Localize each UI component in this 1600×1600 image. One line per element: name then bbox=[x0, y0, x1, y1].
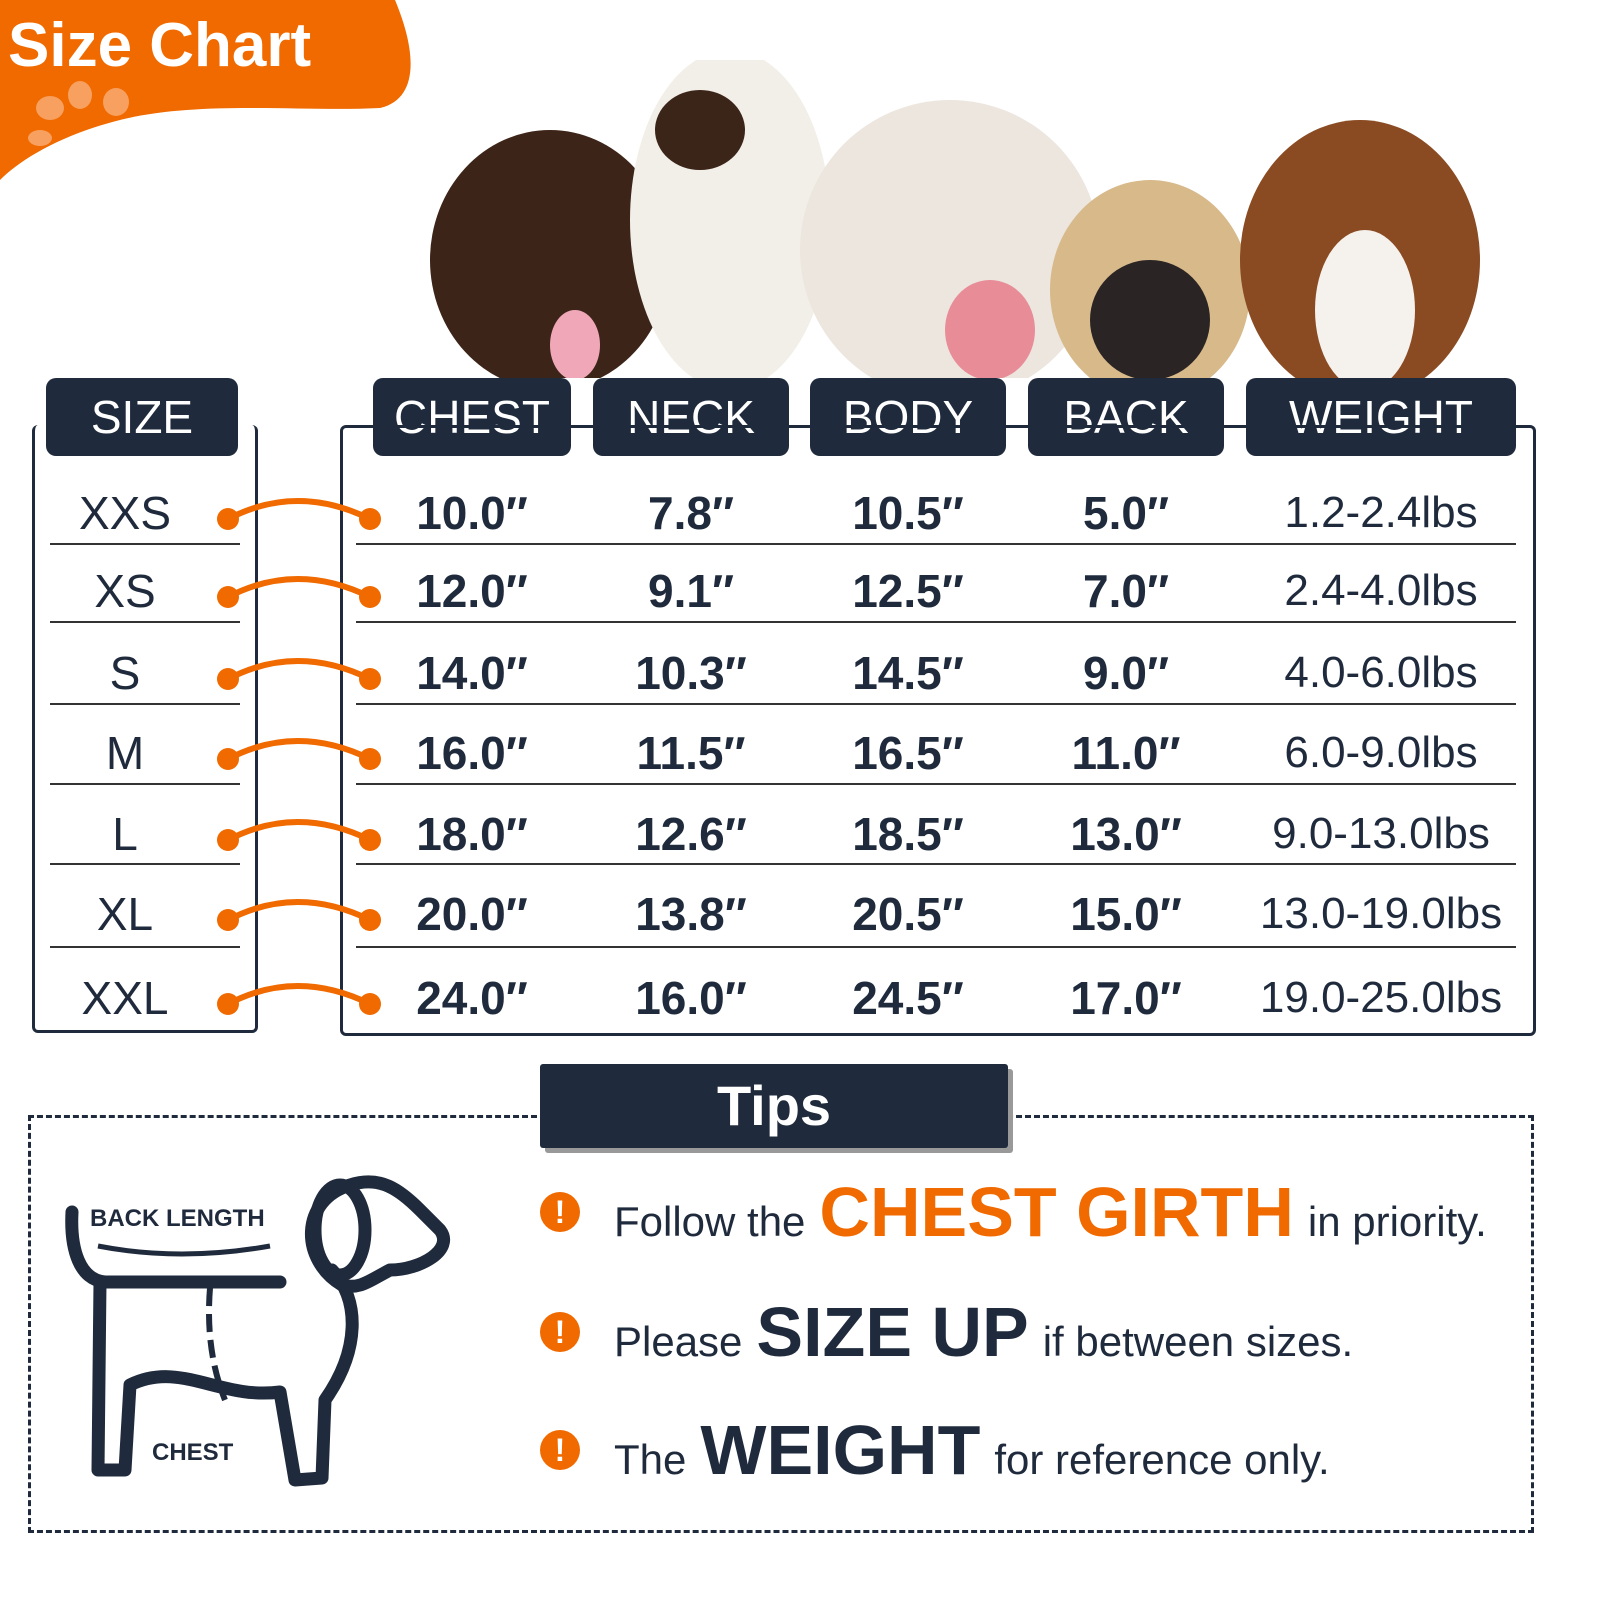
paw-icon bbox=[28, 81, 129, 146]
cell-weight: 13.0-19.0lbs bbox=[1259, 889, 1503, 938]
cell-chest: 18.0″ bbox=[416, 808, 528, 860]
cell-chest: 20.0″ bbox=[416, 888, 528, 940]
cell-body: 20.5″ bbox=[852, 888, 964, 940]
cell-body: 18.5″ bbox=[852, 808, 964, 860]
cell-chest: 24.0″ bbox=[416, 972, 528, 1024]
cell-back: 11.0″ bbox=[1071, 727, 1181, 779]
tip-text: in priority. bbox=[1307, 1198, 1487, 1245]
tip-emphasis: WEIGHT bbox=[700, 1411, 981, 1489]
exclamation-icon: ! bbox=[540, 1430, 580, 1470]
cell-neck: 13.8″ bbox=[635, 888, 747, 940]
orange-banner bbox=[0, 0, 411, 180]
divider bbox=[50, 783, 240, 785]
cell-back: 15.0″ bbox=[1070, 888, 1182, 940]
cell-back: 9.0″ bbox=[1083, 647, 1169, 699]
header-chest: CHEST bbox=[373, 378, 571, 456]
cell-back: 5.0″ bbox=[1083, 487, 1169, 539]
cell-chest: 14.0″ bbox=[416, 647, 528, 699]
cell-body: 10.5″ bbox=[852, 487, 964, 539]
cell-neck: 7.8″ bbox=[648, 487, 734, 539]
cell-body: 14.5″ bbox=[852, 647, 964, 699]
cell-weight: 4.0-6.0lbs bbox=[1284, 648, 1478, 697]
exclamation-icon: ! bbox=[540, 1192, 580, 1232]
divider bbox=[356, 863, 1516, 865]
chest-arrow bbox=[206, 1287, 228, 1402]
connector-icon bbox=[217, 899, 381, 931]
cell-neck: 16.0″ bbox=[635, 972, 747, 1024]
tip-emphasis: SIZE UP bbox=[756, 1293, 1029, 1371]
cell-back: 17.0″ bbox=[1070, 972, 1182, 1024]
divider bbox=[356, 621, 1516, 623]
page-title: Size Chart bbox=[8, 11, 312, 80]
tips-title: Tips bbox=[540, 1064, 1008, 1148]
size-label: XXS bbox=[78, 487, 172, 539]
cell-body: 16.5″ bbox=[852, 727, 964, 779]
cell-weight: 2.4-4.0lbs bbox=[1284, 566, 1478, 615]
tip-emphasis: CHEST GIRTH bbox=[819, 1173, 1294, 1251]
divider bbox=[50, 946, 240, 948]
back-length-arrow bbox=[97, 1243, 271, 1257]
divider bbox=[50, 543, 240, 545]
divider bbox=[356, 543, 1516, 545]
header-body: BODY bbox=[810, 378, 1006, 456]
tip-text: Please bbox=[614, 1318, 743, 1365]
header-size: SIZE bbox=[46, 378, 238, 456]
tip-text: The bbox=[614, 1436, 687, 1483]
cell-weight: 19.0-25.0lbs bbox=[1259, 973, 1503, 1022]
tip-text: if between sizes. bbox=[1042, 1318, 1354, 1365]
tip-item: ! Follow the CHEST GIRTH in priority. bbox=[540, 1170, 1487, 1254]
size-label: L bbox=[112, 808, 138, 860]
connector-icon bbox=[217, 819, 381, 851]
cell-chest: 12.0″ bbox=[416, 565, 528, 617]
header-back: BACK bbox=[1028, 378, 1224, 456]
exclamation-icon: ! bbox=[540, 1312, 580, 1352]
size-label: XS bbox=[94, 565, 156, 617]
cell-neck: 9.1″ bbox=[648, 565, 734, 617]
tip-item: ! Please SIZE UP if between sizes. bbox=[540, 1290, 1353, 1374]
cell-weight: 6.0-9.0lbs bbox=[1284, 728, 1478, 777]
connector-icon bbox=[217, 498, 381, 530]
size-column-box bbox=[32, 425, 258, 1033]
cell-neck: 10.3″ bbox=[635, 647, 747, 699]
chest-label: CHEST bbox=[152, 1439, 234, 1466]
cell-weight: 9.0-13.0lbs bbox=[1272, 809, 1490, 858]
tip-text: Follow the bbox=[614, 1198, 806, 1245]
divider bbox=[50, 863, 240, 865]
cell-neck: 12.6″ bbox=[635, 808, 747, 860]
dog-measure-diagram: BACK LENGTH CHEST bbox=[65, 1175, 450, 1487]
cell-body: 24.5″ bbox=[852, 972, 964, 1024]
connector-icon bbox=[217, 658, 381, 690]
dogs-photo bbox=[430, 60, 1480, 378]
size-label: XL bbox=[96, 888, 154, 940]
divider bbox=[356, 946, 1516, 948]
size-label: S bbox=[109, 647, 141, 699]
cell-chest: 10.0″ bbox=[416, 487, 528, 539]
connector-icon bbox=[217, 738, 381, 770]
size-label: M bbox=[105, 727, 145, 779]
tip-item: ! The WEIGHT for reference only. bbox=[540, 1408, 1330, 1492]
header-weight: WEIGHT bbox=[1246, 378, 1516, 456]
connector-icon bbox=[217, 983, 381, 1015]
tip-text: for reference only. bbox=[994, 1436, 1330, 1483]
cell-chest: 16.0″ bbox=[416, 727, 528, 779]
cell-body: 12.5″ bbox=[852, 565, 964, 617]
divider bbox=[356, 783, 1516, 785]
cell-weight: 1.2-2.4lbs bbox=[1284, 488, 1478, 537]
connector-icon bbox=[217, 576, 381, 608]
cell-back: 7.0″ bbox=[1083, 565, 1169, 617]
header-neck: NECK bbox=[593, 378, 789, 456]
back-length-label: BACK LENGTH bbox=[90, 1205, 265, 1232]
size-label: XXL bbox=[81, 972, 169, 1024]
divider bbox=[50, 621, 240, 623]
divider bbox=[356, 703, 1516, 705]
divider bbox=[50, 703, 240, 705]
measurements-box bbox=[340, 425, 1536, 1036]
cell-back: 13.0″ bbox=[1070, 808, 1182, 860]
cell-neck: 11.5″ bbox=[636, 727, 746, 779]
